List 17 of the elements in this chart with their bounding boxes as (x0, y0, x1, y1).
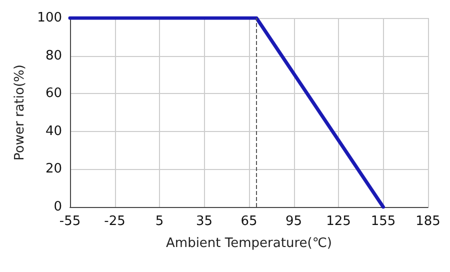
y-tick-label: 0 (54, 200, 62, 214)
y-axis-title: Power ratio(%) (12, 64, 28, 160)
y-tick-label: 40 (45, 124, 62, 139)
x-tick-label: 155 (370, 214, 396, 229)
y-tick-label: 60 (45, 86, 62, 102)
y-tick-label: 80 (45, 48, 62, 64)
x-tick-label: 125 (326, 214, 351, 229)
x-tick-label: -55 (59, 214, 81, 229)
x-axis-title: Ambient Temperature(℃) (166, 236, 332, 251)
x-tick-label: 95 (285, 214, 302, 229)
y-tick-label: 100 (37, 10, 62, 26)
y-tick-label: 20 (45, 162, 62, 177)
x-tick-label: 65 (240, 214, 258, 229)
x-tick-label: -25 (104, 214, 126, 229)
x-tick-label: 35 (196, 214, 213, 229)
x-tick-label: 5 (155, 214, 164, 229)
x-tick-label: 185 (416, 214, 440, 229)
